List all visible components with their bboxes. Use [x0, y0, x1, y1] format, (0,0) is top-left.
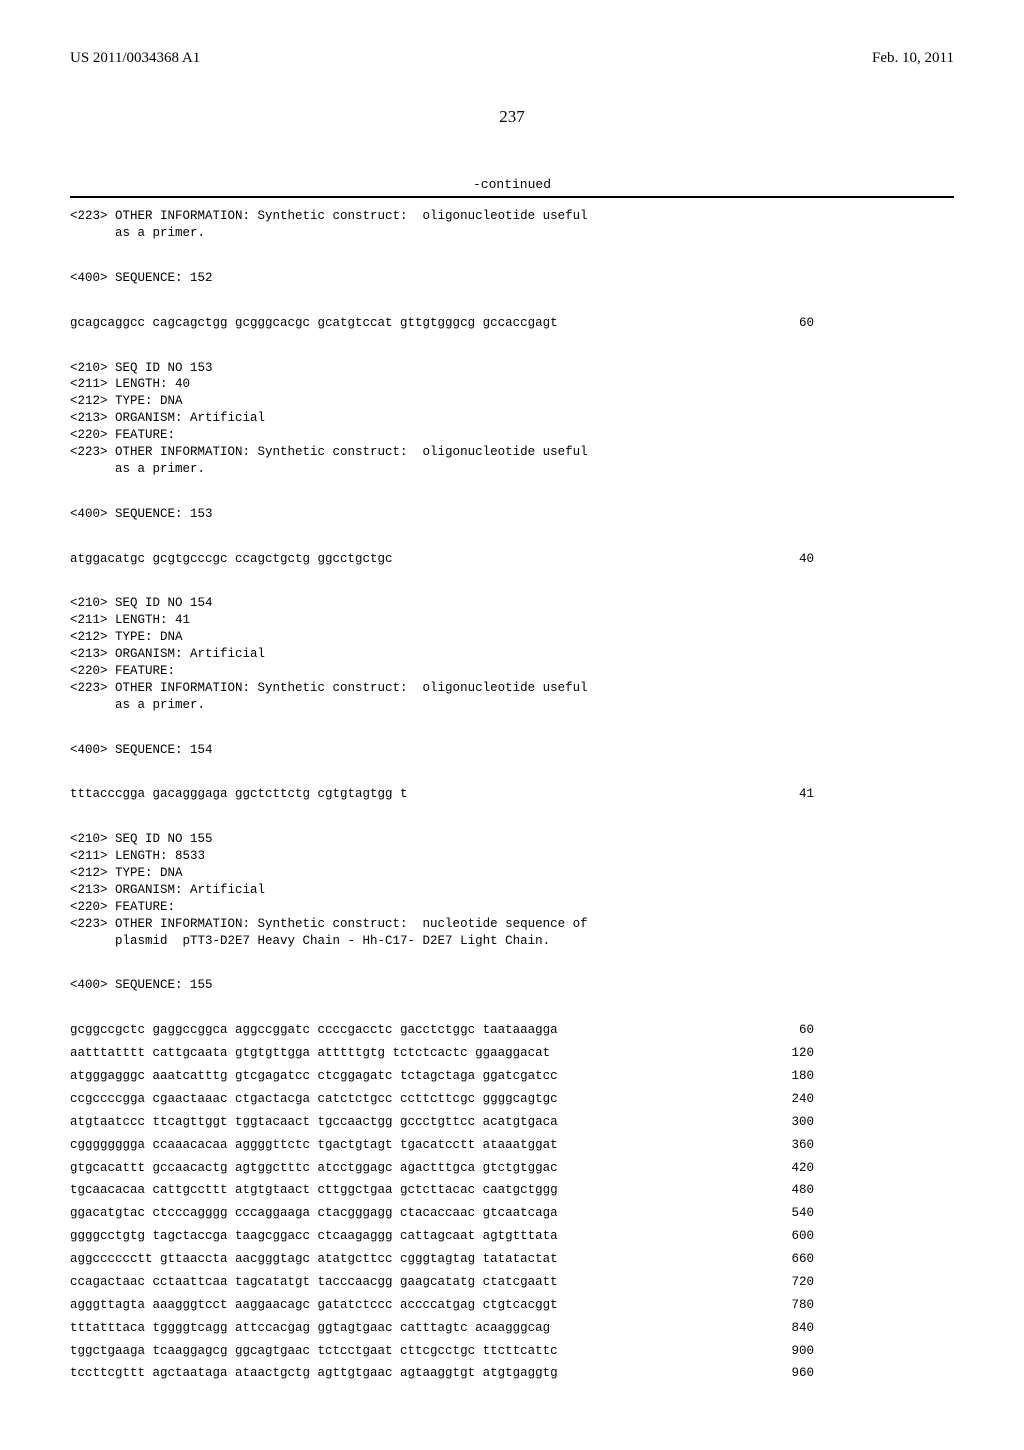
sequence-line: tttatttaca tggggtcagg attccacgag ggtagtg…: [70, 1320, 954, 1337]
sequence-text: ggggcctgtg tagctaccga taagcggacc ctcaaga…: [70, 1228, 558, 1245]
text-block: <400> SEQUENCE: 152: [70, 270, 954, 287]
sequence-line: gtgcacattt gccaacactg agtggctttc atcctgg…: [70, 1160, 954, 1177]
sequence-position: 480: [764, 1182, 954, 1199]
sequence-text: gtgcacattt gccaacactg agtggctttc atcctgg…: [70, 1160, 558, 1177]
sequence-block: atggacatgc gcgtgcccgc ccagctgctg ggcctgc…: [70, 551, 954, 568]
sequence-line: tccttcgttt agctaataga ataactgctg agttgtg…: [70, 1365, 954, 1382]
sequence-line: cgggggggga ccaaacacaa aggggttctc tgactgt…: [70, 1137, 954, 1154]
sequence-text: gcagcaggcc cagcagctgg gcgggcacgc gcatgtc…: [70, 315, 558, 332]
sequence-position: 360: [764, 1137, 954, 1154]
sequence-text: aatttatttt cattgcaata gtgtgttgga atttttg…: [70, 1045, 550, 1062]
sequence-line: tggctgaaga tcaaggagcg ggcagtgaac tctcctg…: [70, 1343, 954, 1360]
sequence-position: 300: [764, 1114, 954, 1131]
sequence-text: tttatttaca tggggtcagg attccacgag ggtagtg…: [70, 1320, 550, 1337]
sequence-text: gcggccgctc gaggccggca aggccggatc ccccgac…: [70, 1022, 558, 1039]
sequence-block: tttacccgga gacagggaga ggctcttctg cgtgtag…: [70, 786, 954, 803]
sequence-line: agggttagta aaagggtcct aaggaacagc gatatct…: [70, 1297, 954, 1314]
sequence-line: ccgccccgga cgaactaaac ctgactacga catctct…: [70, 1091, 954, 1108]
sequence-position: 41: [764, 786, 954, 803]
sequence-line: tgcaacacaa cattgccttt atgtgtaact cttggct…: [70, 1182, 954, 1199]
sequence-position: 900: [764, 1343, 954, 1360]
sequence-line: atgggagggc aaatcatttg gtcgagatcc ctcggag…: [70, 1068, 954, 1085]
sequence-text: agggttagta aaagggtcct aaggaacagc gatatct…: [70, 1297, 558, 1314]
sequence-position: 780: [764, 1297, 954, 1314]
page-number: 237: [70, 107, 954, 127]
sequence-text: tgcaacacaa cattgccttt atgtgtaact cttggct…: [70, 1182, 558, 1199]
continued-label: -continued: [70, 177, 954, 192]
text-block: <400> SEQUENCE: 155: [70, 977, 954, 994]
publication-number: US 2011/0034368 A1: [70, 50, 200, 67]
sequence-text: tttacccgga gacagggaga ggctcttctg cgtgtag…: [70, 786, 408, 803]
sequence-line: ggacatgtac ctcccagggg cccaggaaga ctacggg…: [70, 1205, 954, 1222]
sequence-text: aggcccccctt gttaaccta aacgggtagc atatgct…: [70, 1251, 558, 1268]
sequence-line: gcagcaggcc cagcagctgg gcgggcacgc gcatgtc…: [70, 315, 954, 332]
sequence-text: atggacatgc gcgtgcccgc ccagctgctg ggcctgc…: [70, 551, 393, 568]
sequence-position: 420: [764, 1160, 954, 1177]
sequence-line: atggacatgc gcgtgcccgc ccagctgctg ggcctgc…: [70, 551, 954, 568]
text-block: <400> SEQUENCE: 153: [70, 506, 954, 523]
sequence-block: gcagcaggcc cagcagctgg gcgggcacgc gcatgtc…: [70, 315, 954, 332]
sequence-block: gcggccgctc gaggccggca aggccggatc ccccgac…: [70, 1022, 954, 1382]
sequence-position: 600: [764, 1228, 954, 1245]
sequence-line: tttacccgga gacagggaga ggctcttctg cgtgtag…: [70, 786, 954, 803]
sequence-position: 60: [764, 315, 954, 332]
text-block: <210> SEQ ID NO 155 <211> LENGTH: 8533 <…: [70, 831, 954, 949]
sequence-position: 120: [764, 1045, 954, 1062]
sequence-position: 660: [764, 1251, 954, 1268]
text-block: <210> SEQ ID NO 154 <211> LENGTH: 41 <21…: [70, 595, 954, 713]
text-block: <223> OTHER INFORMATION: Synthetic const…: [70, 208, 954, 242]
sequence-position: 40: [764, 551, 954, 568]
sequence-text: ccgccccgga cgaactaaac ctgactacga catctct…: [70, 1091, 558, 1108]
sequence-position: 720: [764, 1274, 954, 1291]
sequence-text: cgggggggga ccaaacacaa aggggttctc tgactgt…: [70, 1137, 558, 1154]
page-header: US 2011/0034368 A1 Feb. 10, 2011: [70, 50, 954, 67]
sequence-position: 540: [764, 1205, 954, 1222]
sequence-listing: <223> OTHER INFORMATION: Synthetic const…: [70, 208, 954, 1382]
sequence-text: ggacatgtac ctcccagggg cccaggaaga ctacggg…: [70, 1205, 558, 1222]
sequence-line: aatttatttt cattgcaata gtgtgttgga atttttg…: [70, 1045, 954, 1062]
sequence-position: 180: [764, 1068, 954, 1085]
sequence-text: atgggagggc aaatcatttg gtcgagatcc ctcggag…: [70, 1068, 558, 1085]
page: US 2011/0034368 A1 Feb. 10, 2011 237 -co…: [0, 0, 1024, 1450]
sequence-position: 960: [764, 1365, 954, 1382]
sequence-line: ccagactaac cctaattcaa tagcatatgt tacccaa…: [70, 1274, 954, 1291]
sequence-text: tggctgaaga tcaaggagcg ggcagtgaac tctcctg…: [70, 1343, 558, 1360]
sequence-position: 840: [764, 1320, 954, 1337]
text-block: <210> SEQ ID NO 153 <211> LENGTH: 40 <21…: [70, 360, 954, 478]
sequence-text: ccagactaac cctaattcaa tagcatatgt tacccaa…: [70, 1274, 558, 1291]
sequence-line: ggggcctgtg tagctaccga taagcggacc ctcaaga…: [70, 1228, 954, 1245]
horizontal-rule: [70, 196, 954, 198]
sequence-text: tccttcgttt agctaataga ataactgctg agttgtg…: [70, 1365, 558, 1382]
sequence-position: 240: [764, 1091, 954, 1108]
sequence-text: atgtaatccc ttcagttggt tggtacaact tgccaac…: [70, 1114, 558, 1131]
sequence-position: 60: [764, 1022, 954, 1039]
sequence-line: aggcccccctt gttaaccta aacgggtagc atatgct…: [70, 1251, 954, 1268]
publication-date: Feb. 10, 2011: [872, 50, 954, 67]
sequence-line: gcggccgctc gaggccggca aggccggatc ccccgac…: [70, 1022, 954, 1039]
text-block: <400> SEQUENCE: 154: [70, 742, 954, 759]
sequence-line: atgtaatccc ttcagttggt tggtacaact tgccaac…: [70, 1114, 954, 1131]
